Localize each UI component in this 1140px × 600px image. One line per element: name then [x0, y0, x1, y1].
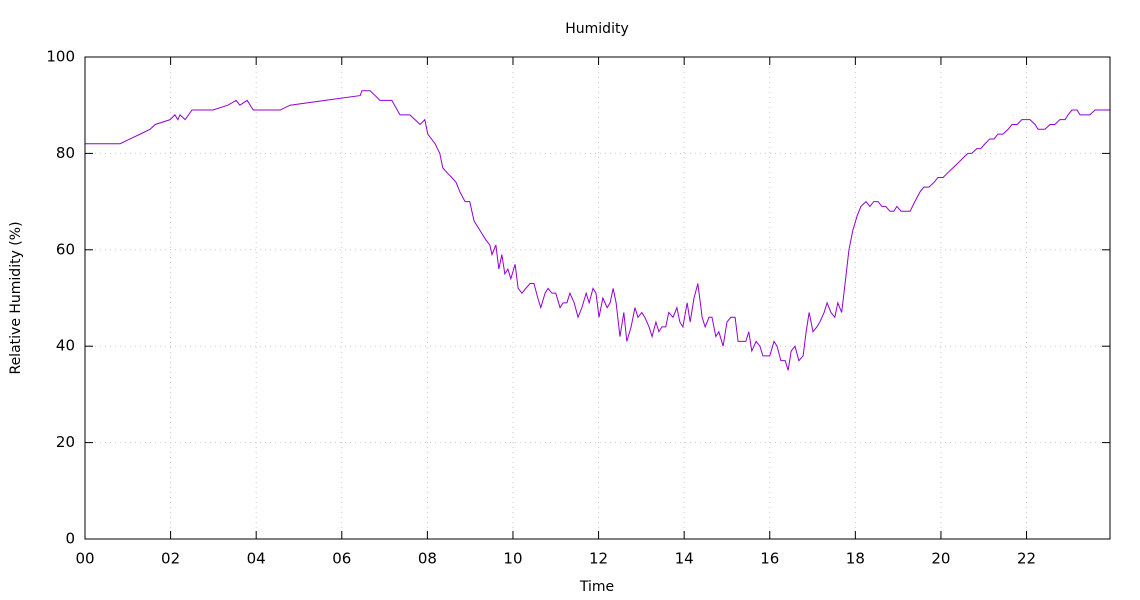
- data-line: [85, 90, 1110, 371]
- y-tick-label: 0: [65, 530, 75, 548]
- x-tick-label: 04: [247, 550, 266, 568]
- x-tick-label: 16: [760, 550, 779, 568]
- x-tick-label: 22: [1017, 550, 1036, 568]
- plot: [85, 90, 1110, 371]
- y-axis-label: Relative Humidity (%): [8, 221, 24, 374]
- y-tick-label: 60: [56, 240, 75, 258]
- x-tick-label: 00: [75, 550, 94, 568]
- x-tick-label: 10: [503, 550, 522, 568]
- chart-title: Humidity: [565, 21, 628, 37]
- grid: [85, 57, 1110, 539]
- x-tick-label: 02: [161, 550, 180, 568]
- x-tick-label: 18: [846, 550, 865, 568]
- y-tick-label: 20: [56, 433, 75, 451]
- y-tick-label: 100: [46, 48, 75, 66]
- plot-border: [84, 56, 1111, 540]
- x-axis-label: Time: [579, 579, 614, 595]
- x-tick-label: 20: [931, 550, 950, 568]
- x-tick-label: 08: [418, 550, 437, 568]
- y-tick-label: 80: [56, 144, 75, 162]
- x-tick-label: 12: [589, 550, 608, 568]
- x-tick-label: 14: [675, 550, 694, 568]
- y-tick-label: 40: [56, 337, 75, 355]
- x-tick-label: 06: [332, 550, 351, 568]
